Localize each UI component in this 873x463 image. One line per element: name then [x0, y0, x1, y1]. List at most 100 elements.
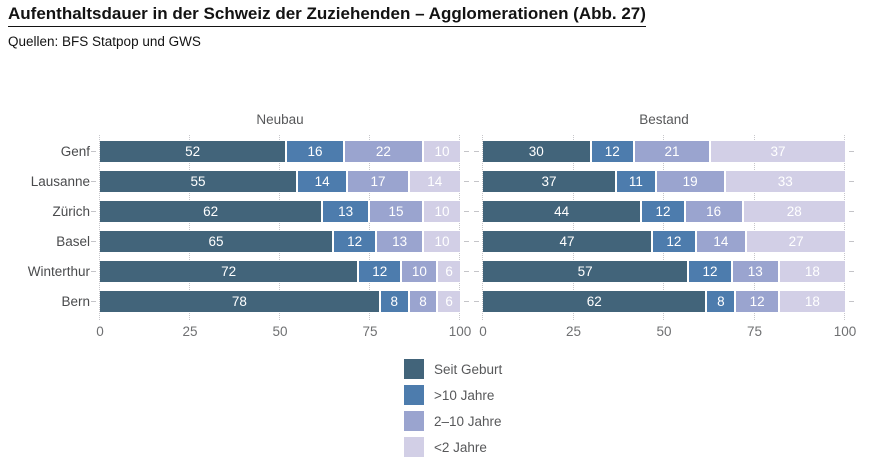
bar-segment: 52 [100, 141, 288, 162]
bar-segment: 33 [725, 171, 845, 192]
bar-row: 72 12 10 6 [100, 261, 460, 282]
axis-tick-dash [464, 151, 469, 152]
axis-tick-dash [91, 211, 96, 212]
axis-tick-dash [474, 151, 479, 152]
bar-segment: 12 [653, 231, 697, 252]
category-label: Basel [56, 234, 90, 249]
bar-segment: 22 [344, 141, 424, 162]
gridline [844, 135, 845, 320]
gridline [663, 135, 664, 320]
bar-row: 52 16 22 10 [100, 141, 460, 162]
x-tick-label: 25 [182, 324, 198, 339]
legend-label: Seit Geburt [434, 361, 503, 377]
panel-neubau: 0 25 50 75 100 52 16 22 10 55 14 17 14 62 13 15 10 65 12 13… [91, 135, 471, 339]
axis-tick-dash [91, 181, 96, 182]
bar-segment: 10 [423, 201, 460, 222]
panel-title: Neubau [256, 112, 304, 127]
bar-segment: 11 [616, 171, 657, 192]
axis-tick-dash [464, 181, 469, 182]
bar-segment: 62 [483, 291, 708, 312]
category-label: Winterthur [27, 264, 90, 279]
category-label: Zürich [52, 204, 90, 219]
gridline [279, 135, 280, 320]
bar-segment: 18 [779, 291, 845, 312]
x-tick-label: 25 [565, 324, 582, 339]
x-tick-label: 100 [833, 324, 857, 339]
x-tick-label: 75 [362, 324, 378, 339]
bar-segment: 12 [736, 291, 780, 312]
bar-row: 47 12 14 27 [483, 231, 845, 252]
bar-segment: 10 [423, 141, 460, 162]
panel-bestand: 0 25 50 75 100 30 12 21 37 37 11 19 33 44 12 16 28 47 12 14… [474, 135, 856, 339]
bar-segment: 15 [369, 201, 424, 222]
axis-tick-dash [474, 211, 479, 212]
axis-tick-dash [464, 211, 469, 212]
bar-segment: 55 [100, 171, 298, 192]
bar-segment: 62 [100, 201, 324, 222]
bar-row: 57 12 13 18 [483, 261, 845, 282]
legend-item: Seit Geburt [404, 356, 502, 382]
bar-segment: 8 [707, 291, 737, 312]
bar-row: 62 13 15 10 [100, 201, 460, 222]
bar-row: 44 12 16 28 [483, 201, 845, 222]
gridline [482, 135, 483, 320]
bar-segment: 65 [100, 231, 334, 252]
bar-segment: 6 [438, 291, 460, 312]
axis-tick-dash [464, 271, 469, 272]
bar-segment: 14 [298, 171, 349, 192]
axis-tick-dash [849, 241, 854, 242]
axis-tick-dash [474, 181, 479, 182]
bar-segment: 30 [483, 141, 592, 162]
gridline [753, 135, 755, 320]
x-tick-label: 0 [479, 324, 487, 339]
x-tick-label: 50 [656, 324, 672, 339]
bar-segment: 12 [359, 261, 403, 282]
x-tick-label: 0 [96, 324, 104, 339]
bar-segment: 17 [348, 171, 410, 192]
axis-tick-dash [474, 271, 479, 272]
bar-segment: 28 [743, 201, 845, 222]
legend-swatch [404, 437, 424, 457]
category-label: Genf [60, 144, 90, 159]
axis-tick-dash [91, 271, 96, 272]
axis-tick-dash [91, 301, 96, 302]
bar-segment: 47 [483, 231, 654, 252]
legend-label: 2–10 Jahre [434, 413, 502, 429]
bar-segment: 19 [656, 171, 726, 192]
gridline [459, 135, 460, 320]
bar-segment: 10 [402, 261, 439, 282]
bar-segment: 13 [377, 231, 424, 252]
source-note: Quellen: BFS Statpop und GWS [8, 34, 201, 49]
bar-row: 30 12 21 37 [483, 141, 845, 162]
bar-segment: 57 [483, 261, 690, 282]
bar-row: 62 8 12 18 [483, 291, 845, 312]
bar-row: 65 12 13 10 [100, 231, 460, 252]
bar-segment: 8 [380, 291, 410, 312]
legend-item: <2 Jahre [404, 434, 502, 460]
gridline [369, 135, 370, 320]
bar-segment: 8 [409, 291, 439, 312]
axis-tick-dash [849, 181, 854, 182]
gridline [572, 135, 574, 320]
legend-swatch [404, 385, 424, 405]
category-label: Lausanne [30, 174, 90, 189]
bar-segment: 13 [323, 201, 370, 222]
bar-segment: 13 [732, 261, 780, 282]
page-title: Aufenthaltsdauer in der Schweiz der Zuzi… [8, 4, 646, 27]
bar-segment: 18 [779, 261, 845, 282]
bar-segment: 10 [423, 231, 460, 252]
axis-tick-dash [474, 301, 479, 302]
axis-tick-dash [91, 241, 96, 242]
axis-tick-dash [849, 211, 854, 212]
bar-segment: 37 [483, 171, 617, 192]
bar-segment: 12 [642, 201, 686, 222]
bar-segment: 44 [483, 201, 643, 222]
axis-tick-dash [849, 271, 854, 272]
bar-segment: 6 [438, 261, 460, 282]
gridline [189, 135, 190, 320]
axis-tick-dash [474, 241, 479, 242]
gridline [99, 135, 100, 320]
bar-segment: 12 [689, 261, 733, 282]
